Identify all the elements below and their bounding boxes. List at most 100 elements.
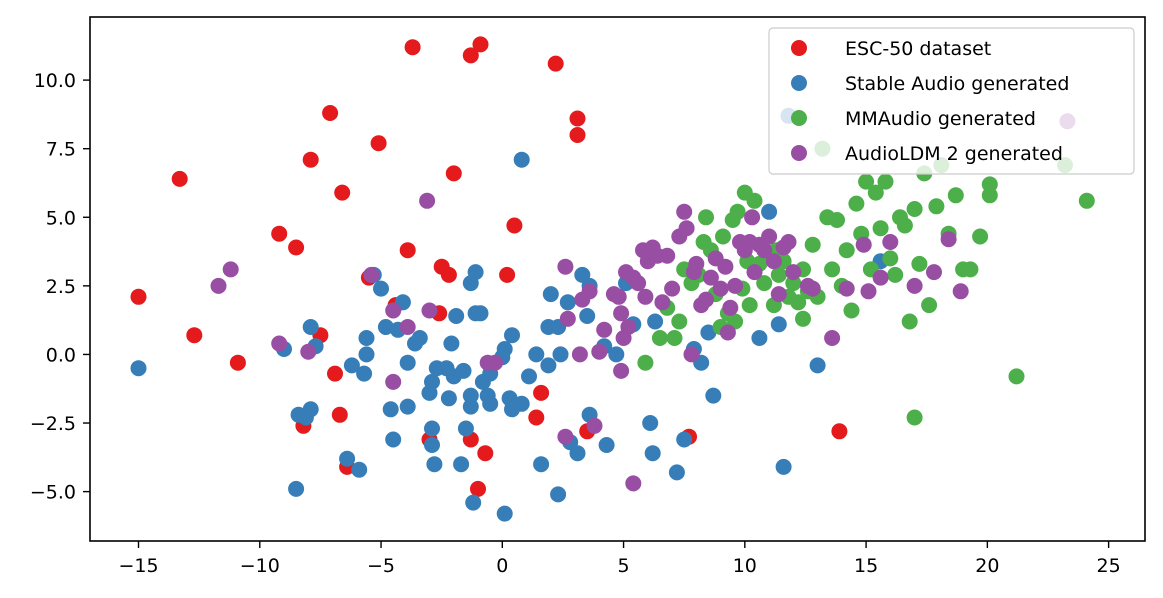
data-point	[651, 330, 668, 346]
data-point	[882, 234, 899, 250]
data-point	[482, 395, 499, 412]
data-point	[586, 417, 603, 434]
legend: ESC-50 dataset Stable Audio generated MMAu…	[768, 27, 1135, 175]
data-point	[715, 228, 731, 245]
data-point	[385, 302, 402, 319]
data-point	[547, 55, 564, 72]
data-point	[339, 450, 356, 467]
series-3	[210, 113, 1076, 492]
data-point	[712, 280, 729, 297]
plot-frame	[89, 16, 1146, 542]
data-point	[487, 354, 503, 371]
data-point	[698, 291, 714, 308]
data-point	[370, 135, 387, 152]
x-tick-label: 0	[496, 555, 508, 577]
data-point	[882, 250, 899, 267]
data-point	[533, 384, 550, 401]
data-point	[972, 228, 989, 245]
x-tick-label: 25	[1097, 555, 1121, 577]
data-point	[506, 217, 523, 234]
data-point	[729, 203, 746, 220]
data-point	[288, 239, 305, 256]
x-tick-label: 20	[975, 555, 999, 577]
data-point	[637, 288, 654, 305]
data-point	[302, 151, 319, 168]
data-point	[921, 297, 938, 314]
data-point	[569, 445, 586, 462]
data-point	[855, 236, 872, 253]
points-layer	[130, 36, 1095, 522]
data-point	[528, 346, 545, 363]
data-point	[911, 255, 928, 272]
data-point	[981, 187, 998, 204]
data-point	[356, 365, 373, 382]
data-point	[385, 431, 402, 448]
data-point	[358, 346, 375, 363]
data-point	[552, 346, 569, 363]
data-point	[659, 247, 676, 264]
data-point	[462, 398, 479, 415]
data-point	[399, 354, 416, 371]
data-point	[746, 192, 763, 209]
legend-box	[768, 27, 1135, 175]
data-point	[358, 330, 375, 346]
data-point	[831, 423, 848, 440]
data-point	[559, 294, 576, 311]
data-point	[678, 220, 695, 237]
data-point	[271, 225, 288, 242]
data-point	[676, 203, 693, 220]
data-point	[906, 409, 923, 426]
data-point	[496, 505, 513, 522]
data-point	[426, 456, 443, 473]
data-point	[688, 255, 705, 272]
data-point	[343, 357, 360, 374]
data-point	[470, 480, 486, 497]
data-point	[404, 39, 421, 56]
data-point	[445, 165, 462, 182]
data-point	[906, 201, 923, 217]
data-point	[424, 420, 440, 437]
data-point	[331, 406, 348, 423]
data-point	[455, 362, 472, 379]
legend-marker	[791, 145, 807, 161]
data-point	[399, 398, 416, 415]
y-tick-label: 7.5	[46, 139, 76, 161]
legend-marker	[791, 110, 807, 126]
data-point	[940, 231, 957, 248]
data-point	[171, 170, 188, 187]
x-axis: −15 −10 −5 0 5 10 15 20 25	[118, 541, 1121, 577]
data-point	[741, 297, 758, 314]
data-point	[867, 184, 884, 201]
data-point	[751, 330, 768, 346]
x-tick-label: 10	[733, 555, 757, 577]
data-point	[533, 456, 550, 473]
data-point	[698, 209, 714, 226]
data-point	[637, 354, 654, 371]
data-point	[901, 313, 918, 330]
data-point	[877, 173, 894, 190]
data-point	[477, 445, 494, 462]
data-point	[809, 357, 826, 374]
data-point	[664, 280, 681, 297]
data-point	[804, 236, 821, 253]
data-point	[872, 220, 889, 237]
data-point	[824, 330, 841, 346]
data-point	[322, 105, 339, 121]
y-tick-label: −2.5	[30, 413, 76, 435]
data-point	[785, 264, 802, 281]
data-point	[302, 319, 319, 335]
data-point	[608, 346, 625, 363]
data-point	[654, 294, 671, 311]
data-point	[838, 280, 855, 297]
data-point	[671, 313, 688, 330]
data-point	[887, 266, 904, 283]
data-point	[1078, 192, 1095, 209]
data-point	[625, 475, 642, 492]
data-point	[571, 346, 588, 363]
y-tick-label: −5.0	[30, 482, 76, 504]
legend-marker	[791, 40, 807, 56]
x-tick-label: 5	[618, 555, 630, 577]
data-point	[770, 266, 787, 283]
data-point	[613, 305, 630, 322]
data-point	[705, 387, 722, 404]
